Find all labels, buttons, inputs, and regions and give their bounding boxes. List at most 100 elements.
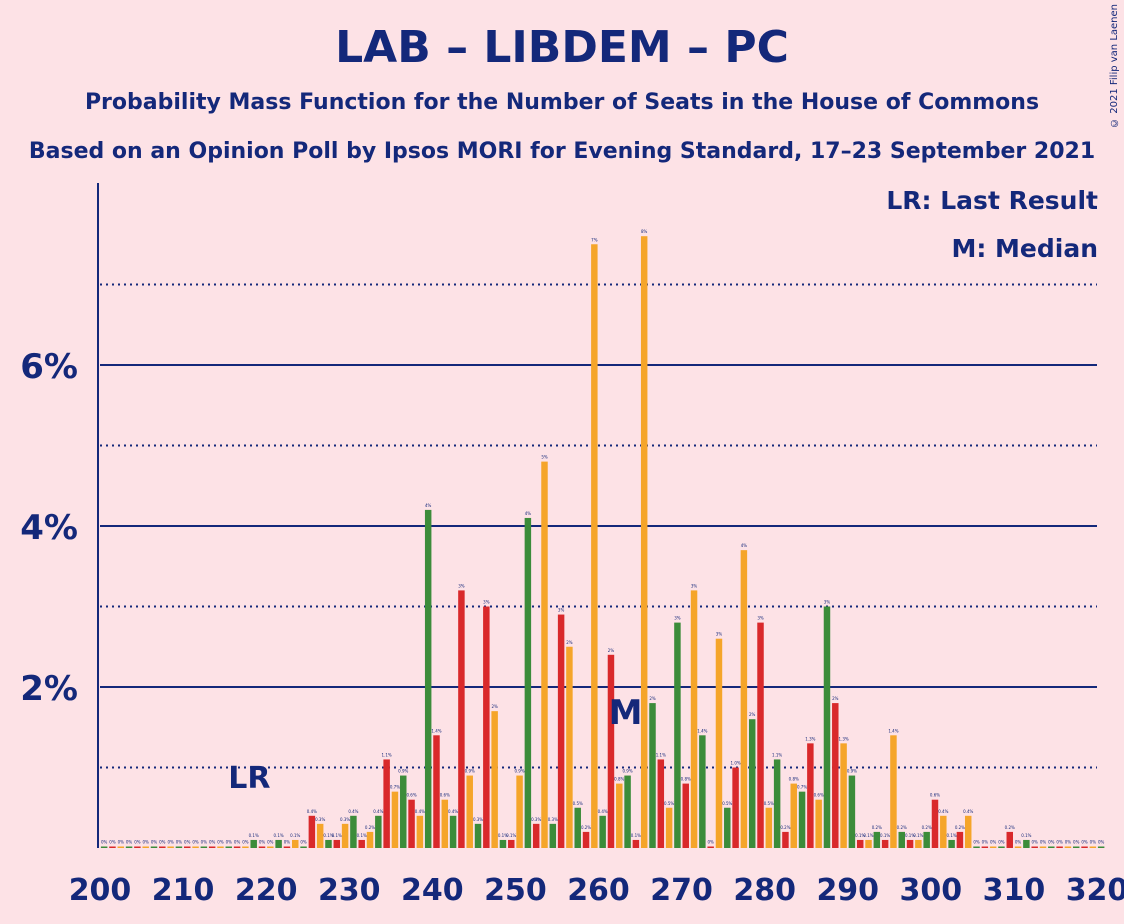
bar-seat-286 (815, 799, 822, 848)
bar-seat-229 (341, 823, 349, 848)
bar-data-label: 3% (691, 583, 698, 588)
bar-data-label: 0% (300, 840, 307, 845)
x-tick-label: 290 (816, 873, 879, 908)
bar-data-label: 0% (1098, 840, 1105, 845)
bar-seat-283 (790, 783, 797, 848)
bar-seat-306 (981, 846, 989, 848)
bar-data-label: 0% (167, 840, 174, 845)
bar-data-label: 0% (707, 840, 714, 845)
bar-data-label: 0% (184, 840, 191, 845)
bar-data-label: 1.0% (731, 761, 741, 766)
bar-seat-297 (906, 839, 914, 848)
bar-seat-263 (624, 775, 631, 848)
bar-data-label: 0.1% (863, 833, 873, 838)
bar-seat-314 (1048, 846, 1055, 848)
bar-data-label: 0.9% (398, 769, 408, 774)
bar-seat-290 (848, 775, 856, 848)
bar-seat-277 (740, 550, 748, 848)
bar-data-label: 0.5% (722, 801, 732, 806)
bar-seat-203 (125, 846, 133, 848)
bar-data-label: 0% (1040, 840, 1047, 845)
bar-seat-246 (483, 606, 490, 848)
bar-data-label: 0% (990, 840, 997, 845)
bar-seat-239 (424, 509, 432, 848)
bar-seat-280 (765, 807, 773, 848)
bar-seat-304 (964, 815, 972, 848)
bar-data-label: 0.1% (498, 833, 508, 838)
y-tick-label: 2% (20, 669, 78, 709)
bar-data-label: 7% (591, 237, 598, 242)
bar-data-label: 0.1% (947, 833, 957, 838)
bar-data-label: 2% (491, 704, 498, 709)
bar-seat-243 (458, 590, 465, 848)
bar-seat-225 (308, 815, 316, 848)
bar-seat-247 (491, 711, 498, 848)
bar-data-label: 0.6% (930, 793, 940, 798)
bar-seat-200 (100, 846, 108, 848)
bar-seat-230 (350, 815, 357, 848)
x-tick-label: 280 (733, 873, 796, 908)
chart-subtitle: Probability Mass Function for the Number… (84, 90, 1040, 115)
bar-data-label: 0% (234, 840, 241, 845)
bar-data-label: 0% (1073, 840, 1080, 845)
bar-data-label: 0% (1065, 840, 1072, 845)
bar-data-label: 0.2% (955, 825, 965, 830)
bar-data-label: 2% (566, 640, 573, 645)
bar-seat-213 (208, 846, 216, 848)
bar-seat-292 (865, 839, 872, 848)
bar-data-label: 2% (608, 648, 615, 653)
bar-seat-202 (117, 846, 125, 848)
bar-data-label: 0% (242, 840, 249, 845)
bar-seat-318 (1081, 846, 1088, 848)
bar-seat-299 (923, 831, 930, 848)
bar-data-label: 0% (267, 840, 274, 845)
bar-data-label: 5% (541, 455, 548, 460)
bar-data-label: 0% (998, 840, 1005, 845)
bar-seat-232 (366, 831, 374, 848)
bar-data-label: 0.1% (905, 833, 915, 838)
bar-data-label: 0.4% (938, 809, 948, 814)
bar-seat-272 (699, 735, 706, 848)
bar-data-label: 0.8% (789, 777, 799, 782)
bar-data-label: 0.2% (1005, 825, 1015, 830)
bar-data-label: 0.3% (548, 817, 558, 822)
bar-data-label: 3% (558, 608, 565, 613)
bar-data-label: 1.4% (697, 728, 707, 733)
bar-seat-261 (607, 654, 615, 848)
bar-data-label: 0.1% (1021, 833, 1031, 838)
bar-data-label: 0.8% (681, 777, 691, 782)
bar-data-label: 2% (749, 712, 756, 717)
bar-data-label: 0.5% (764, 801, 774, 806)
bar-data-label: 1.3% (839, 736, 849, 741)
bar-data-label: 0.7% (797, 785, 807, 790)
bar-data-label: 3% (458, 583, 465, 588)
bar-seat-252 (532, 823, 540, 848)
bar-data-label: 0% (143, 840, 150, 845)
bar-data-label: 0.1% (323, 833, 333, 838)
bar-seat-228 (333, 839, 341, 848)
bar-seat-254 (549, 823, 557, 848)
bar-data-label: 0.5% (664, 801, 674, 806)
bar-seat-218 (250, 839, 257, 848)
x-tick-label: 230 (318, 873, 381, 908)
bar-seat-204 (134, 846, 141, 848)
bar-seat-215 (225, 846, 233, 848)
bar-data-label: 0% (192, 840, 199, 845)
bar-data-label: 0% (982, 840, 989, 845)
bar-seat-258 (582, 831, 590, 848)
bar-seat-235 (391, 791, 399, 848)
y-tick-label: 6% (20, 347, 78, 387)
bar-data-label: 0.2% (922, 825, 932, 830)
bar-seat-289 (840, 743, 847, 848)
bar-seat-300 (931, 799, 939, 848)
bar-seat-251 (524, 517, 532, 848)
bar-seat-259 (591, 244, 598, 848)
bar-seat-309 (1006, 831, 1014, 848)
bar-data-label: 1.4% (888, 728, 898, 733)
bar-seat-221 (275, 839, 282, 848)
bar-seat-313 (1039, 846, 1047, 848)
bar-data-label: 0% (259, 840, 266, 845)
bar-data-label: 0% (217, 840, 224, 845)
bar-data-label: 0.4% (373, 809, 383, 814)
x-tick-label: 310 (983, 873, 1046, 908)
